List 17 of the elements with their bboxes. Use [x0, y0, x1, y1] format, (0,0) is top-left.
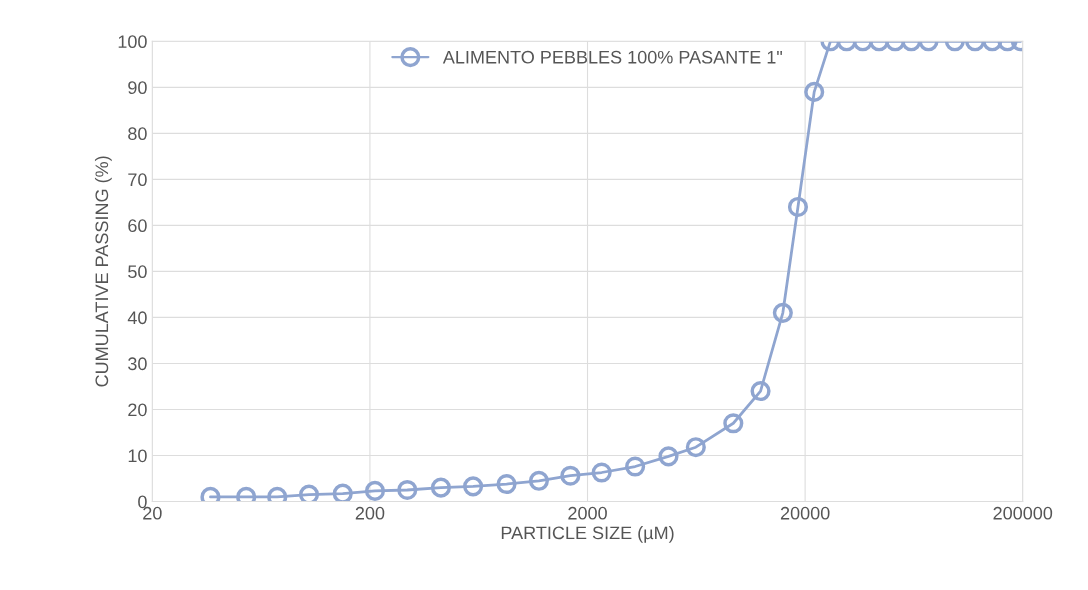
- y-tick-label: 40: [127, 311, 147, 325]
- y-tick-label: 70: [128, 173, 147, 187]
- y-tick-label: 10: [128, 449, 147, 463]
- y-axis-title: CUMULATIVE PASSING (%): [94, 156, 112, 387]
- y-tick-label: 80: [128, 127, 147, 141]
- x-tick-label: 200: [355, 506, 385, 520]
- x-tick-label: 2000: [568, 506, 607, 520]
- y-tick-label: 50: [128, 265, 147, 279]
- x-tick-label: 20000: [780, 506, 830, 520]
- x-tick-label: 200000: [993, 506, 1053, 520]
- x-axis-title: PARTICLE SIZE (µM): [501, 525, 674, 543]
- y-tick-label: 90: [128, 81, 147, 95]
- y-tick-label: 60: [128, 219, 147, 233]
- legend-label: ALIMENTO PEBBLES 100% PASANTE 1": [442, 50, 782, 64]
- y-tick-label: 30: [128, 357, 147, 371]
- y-tick-label: 20: [128, 403, 147, 417]
- y-tick-label: 100: [118, 35, 147, 49]
